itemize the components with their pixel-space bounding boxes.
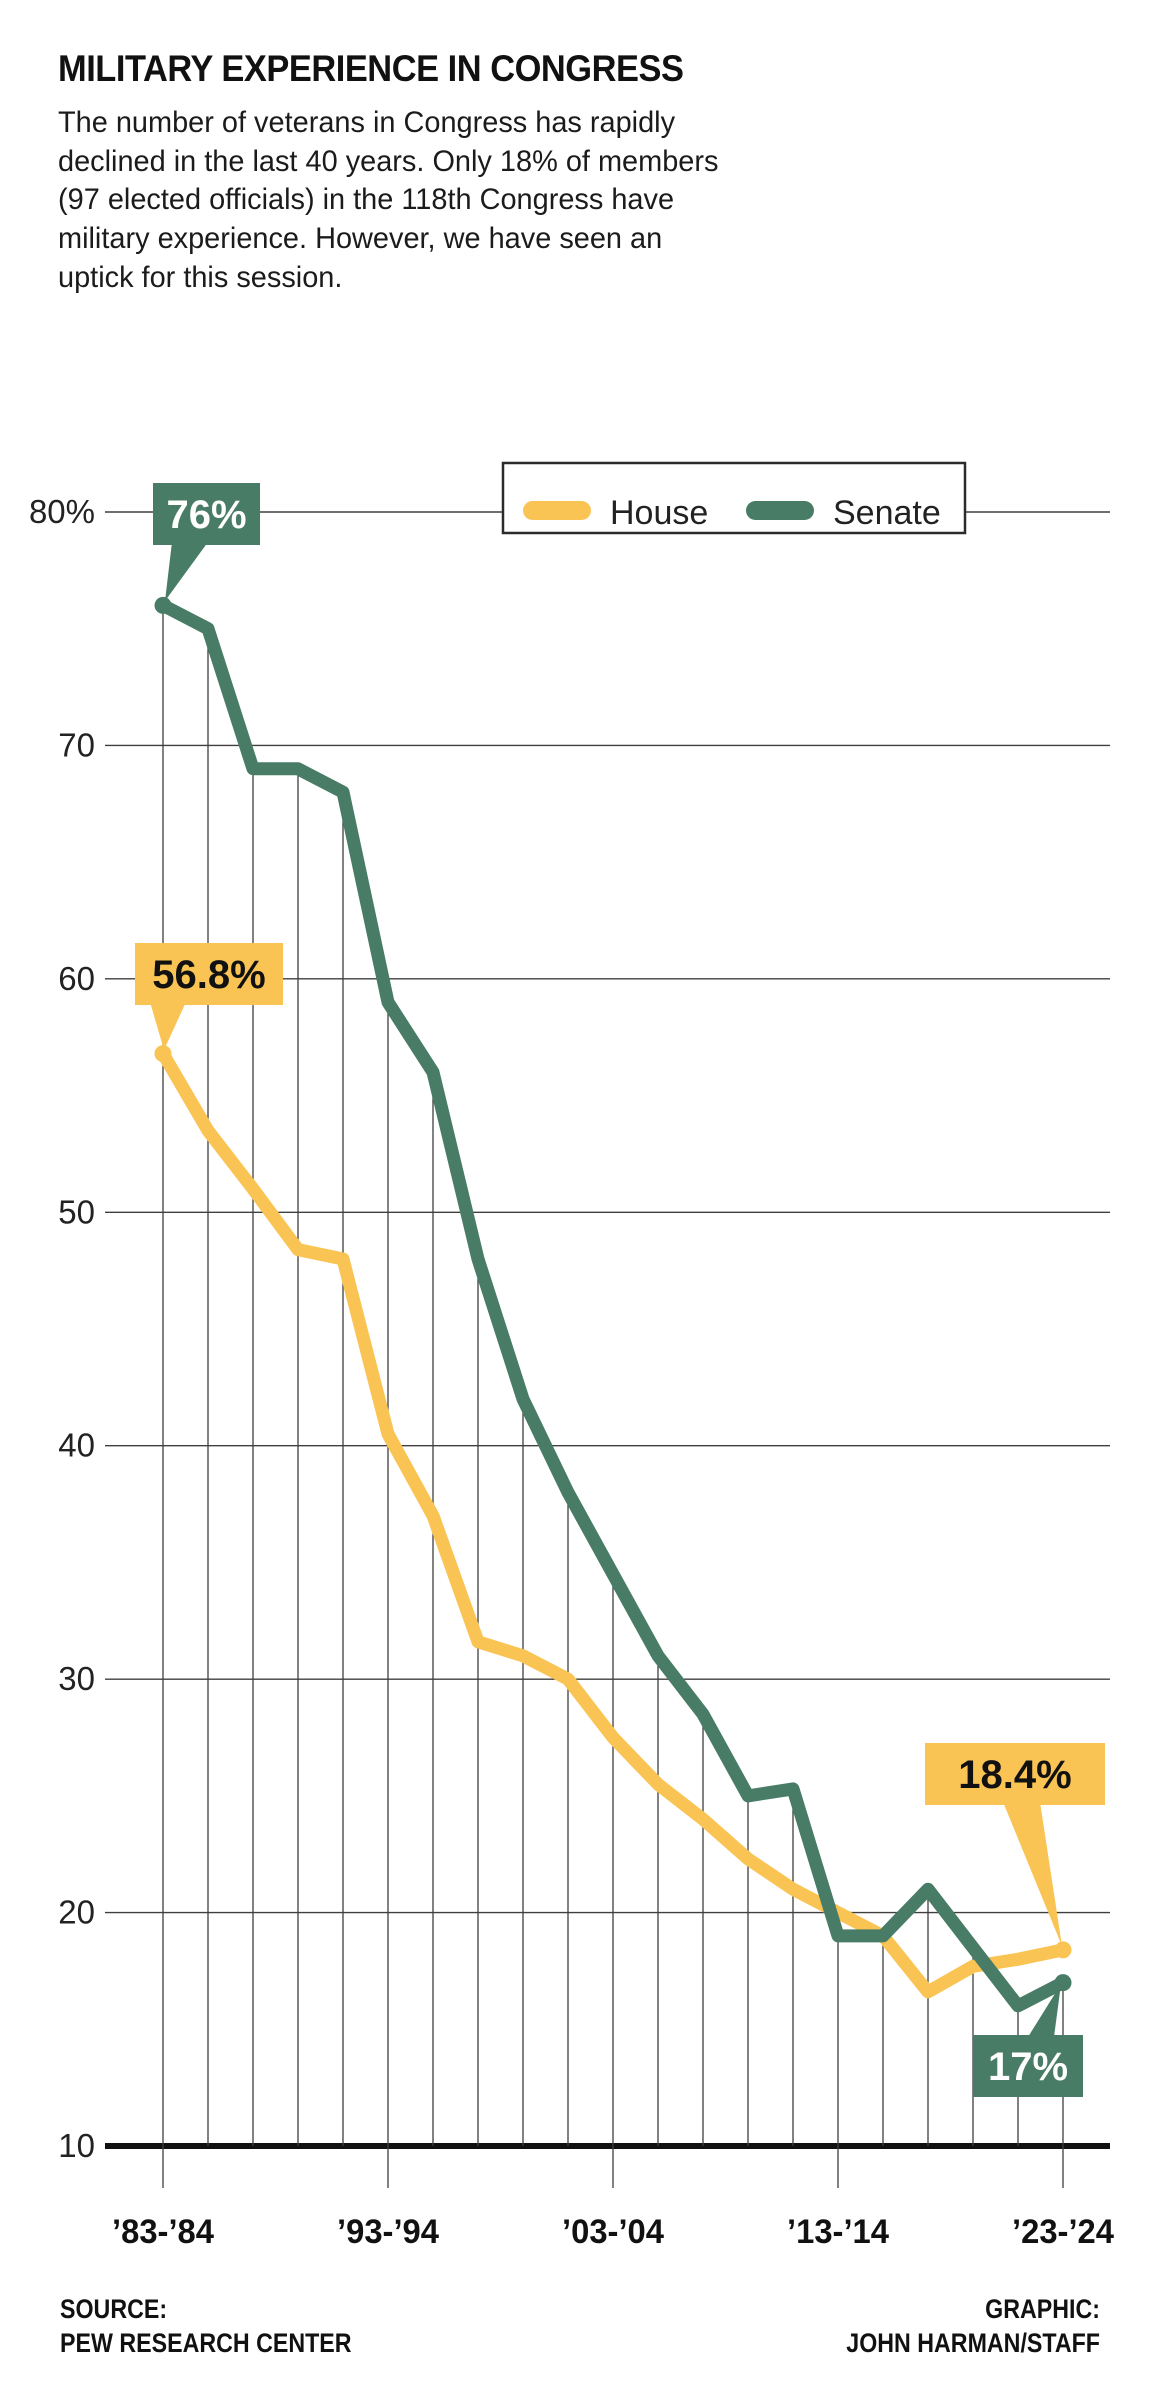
x-tick-label: ’13-’14 [787, 2213, 889, 2251]
callout-17-senate: 17% [973, 1984, 1083, 2097]
source-label: SOURCE: [60, 2294, 168, 2324]
callout-56.8-house: 56.8% [135, 943, 283, 1050]
x-tick-label: ’23-’24 [1012, 2213, 1114, 2251]
house-endpoint-dot [1054, 1941, 1072, 1959]
credit-name: JOHN HARMAN/STAFF [846, 2328, 1100, 2358]
y-tick-label: 40 [58, 1427, 95, 1464]
legend-box [501, 461, 967, 535]
y-tick-label: 60 [58, 960, 95, 997]
y-tick-label: 50 [58, 1193, 95, 1230]
callout-tail [165, 542, 208, 601]
y-tick-label: 70 [58, 726, 95, 763]
senate-line [156, 598, 1070, 2013]
senate-endpoint-dot [1054, 1974, 1072, 1992]
legend-label-house: House [610, 494, 708, 532]
house-endpoint-dot [154, 1045, 172, 1063]
chart-header: MILITARY EXPERIENCE IN CONGRESS The numb… [58, 48, 778, 297]
callout-value: 76% [166, 493, 246, 537]
callout-box [153, 483, 260, 545]
source-credit: SOURCE: PEW RESEARCH CENTER [60, 2292, 352, 2360]
callout-box [925, 1743, 1105, 1805]
source-name: PEW RESEARCH CENTER [60, 2328, 352, 2358]
callout-value: 17% [988, 2045, 1068, 2089]
callout-tail [1003, 1802, 1062, 1946]
x-tick-label: ’83-’84 [112, 2213, 214, 2251]
y-tick-label: 80% [29, 493, 95, 530]
callout-tail [1028, 1984, 1061, 2037]
line-chart: 10 20 30 40 50 60 70 80% ’83-’84 ’93-’94 ’03-’04 ’1… [29, 461, 1114, 2251]
house-line [156, 1047, 1070, 1999]
y-tick-label: 20 [58, 1894, 95, 1931]
callout-value: 18.4% [958, 1753, 1071, 1797]
callout-box [135, 943, 283, 1005]
callout-tail [150, 1002, 186, 1050]
senate-endpoint-dot [154, 596, 172, 614]
y-tick-label: 10 [58, 2127, 95, 2164]
x-tick-label: ’93-’94 [337, 2213, 439, 2251]
callout-18.4-house: 18.4% [925, 1743, 1105, 1946]
legend-swatch-house [523, 501, 591, 520]
y-tick-label: 30 [58, 1660, 95, 1697]
credit-label: GRAPHIC: [985, 2294, 1100, 2324]
legend-swatch-senate [746, 501, 814, 520]
callout-box [973, 2035, 1083, 2097]
chart-subtitle: The number of veterans in Congress has r… [58, 106, 719, 294]
page-title: MILITARY EXPERIENCE IN CONGRESS [58, 48, 684, 89]
callout-value: 56.8% [152, 953, 265, 997]
graphic-credit: GRAPHIC: JOHN HARMAN/STAFF [846, 2292, 1100, 2360]
callout-76-senate: 76% [153, 483, 260, 601]
x-tick-label: ’03-’04 [562, 2213, 664, 2251]
legend-label-senate: Senate [833, 494, 941, 532]
